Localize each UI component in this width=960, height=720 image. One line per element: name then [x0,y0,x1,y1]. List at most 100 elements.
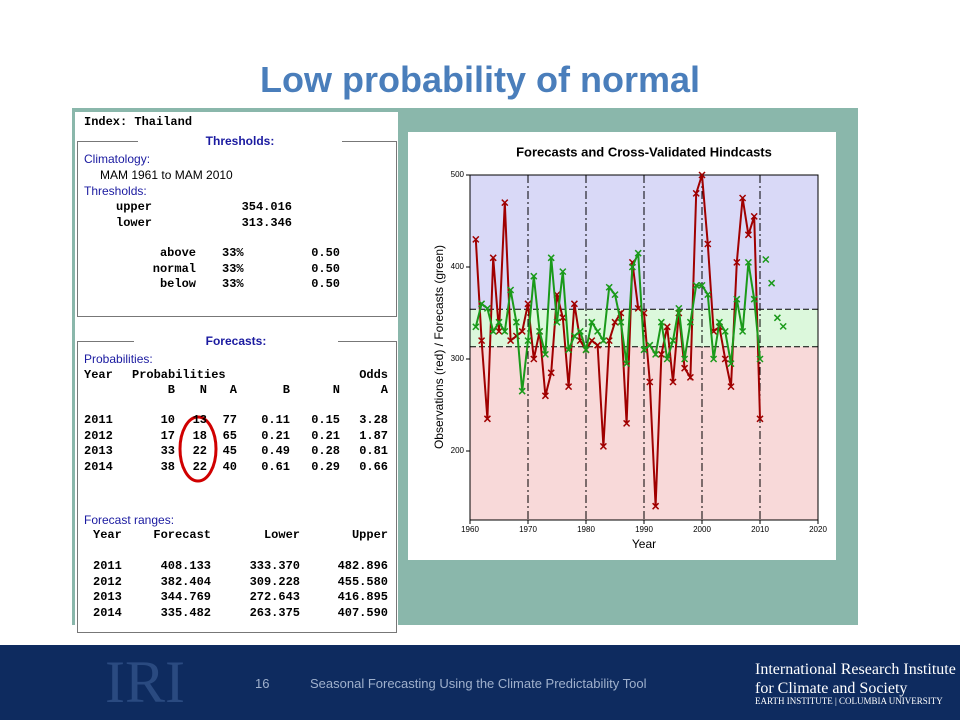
x-tick-label: 1990 [635,525,653,534]
marker [547,254,555,262]
marker [663,355,671,363]
footer-text: Seasonal Forecasting Using the Climate P… [310,676,647,691]
marker [594,341,602,349]
marker [576,327,584,335]
table-cell: 0.21 [261,428,290,443]
table-cell: 335.482 [160,605,211,620]
table-cell: 10 [160,413,175,427]
category-odds: 0.50 [311,246,340,260]
slide-title: Low probability of normal [260,59,700,100]
marker [489,327,497,335]
label: Probabilities: [84,352,153,366]
marker [582,346,590,354]
x-tick-label: 2000 [693,525,711,534]
marker [727,383,735,391]
marker [773,314,781,322]
highlight-circle [178,415,218,483]
marker [686,373,694,381]
label: Thresholds: [84,184,147,198]
column-header: Probabilities [132,368,226,382]
output-pane [75,112,398,625]
marker [733,295,741,303]
marker [472,235,480,243]
table-cell: 18 [192,428,207,443]
year: 2014 [84,459,113,474]
y-tick-label: 500 [451,170,465,179]
marker [681,364,689,372]
marker [559,268,567,276]
marker [669,378,677,386]
category-name: above [159,246,196,260]
marker [779,322,787,330]
year: 2011 [93,559,122,573]
marker [565,383,573,391]
table-cell: 0.11 [261,413,290,427]
x-tick-label: 1970 [519,525,537,534]
footer-band [0,645,960,720]
table-cell: 0.28 [311,444,340,458]
marker [698,281,706,289]
marker [588,318,596,326]
y-axis-label: Observations (red) / Forecasts (green) [432,245,446,449]
category-odds: 0.50 [311,261,340,276]
marker [657,350,665,358]
box-legend: Thresholds: [138,135,342,147]
table-cell: 407.590 [337,605,388,620]
marker [698,171,706,179]
marker [750,212,758,220]
marker [478,337,486,345]
plot-frame [469,174,819,521]
marker [756,415,764,423]
marker [739,194,747,202]
marker [478,300,486,308]
marker [559,314,567,322]
marker [570,332,578,340]
logo-text: Earth Institute | Columbia University [755,696,943,706]
threshold-name: upper [116,200,153,214]
table-cell: 17 [160,428,175,443]
marker [715,318,723,326]
column-header: N [332,383,340,397]
marker [547,369,555,377]
column-header: B [167,383,175,397]
table-cell: 38 [160,459,175,474]
marker [744,231,752,239]
year: 2011 [84,413,113,427]
marker [704,240,712,248]
marker [536,327,544,335]
category-prob: 33% [222,277,244,291]
column-header: Lower [263,528,300,542]
marker [483,415,491,423]
column-header: Year [84,368,113,382]
marker [646,378,654,386]
marker [744,258,752,266]
index-line: Index: Thailand [84,115,193,129]
label: Climatology: [84,152,151,166]
table-cell: 344.769 [160,590,211,604]
column-header: A [229,383,237,397]
table-cell: 482.896 [337,559,388,573]
marker [721,327,729,335]
table-cell: 33 [160,444,175,458]
marker [524,300,532,308]
category-prob: 33% [222,246,244,260]
marker [762,255,770,264]
table-cell: 45 [222,444,237,458]
column-header: Odds [359,368,388,382]
marker [617,318,625,326]
marker [594,327,602,335]
series-line [474,252,761,392]
series-line [474,174,761,507]
chart-title: Forecasts and Cross-Validated Hindcasts [516,144,772,159]
column-header: Upper [351,528,388,542]
year: 2013 [84,444,113,458]
marker [669,337,677,345]
marker [727,360,735,368]
marker [721,355,729,363]
marker [530,355,538,363]
marker [507,337,515,345]
column-header: A [380,383,388,397]
marker [692,281,700,289]
y-tick-label: 300 [451,354,465,363]
